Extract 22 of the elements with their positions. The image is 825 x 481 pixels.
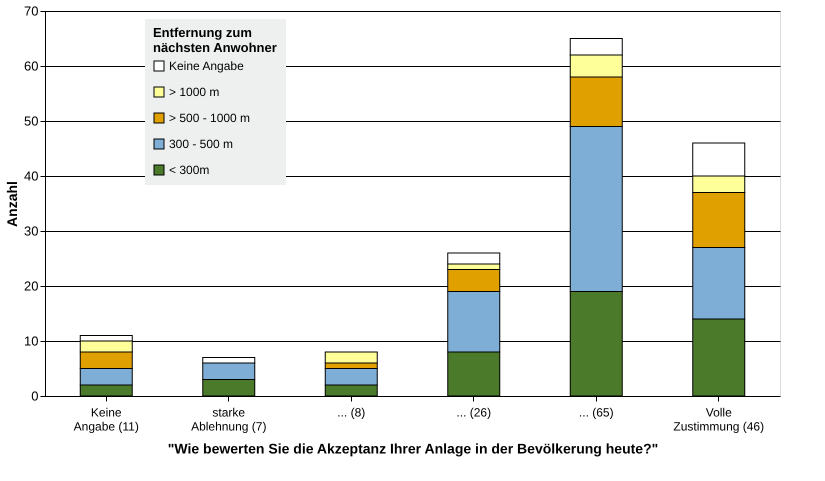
x-axis-title: "Wie bewerten Sie die Akzeptanz Ihrer Anlage in der Bevölkerung heute?" (168, 440, 658, 456)
y-axis-title: Anzahl (4, 181, 20, 227)
x-tick-label: ... (65) (578, 406, 614, 420)
y-tick-label: 30 (24, 224, 38, 238)
y-tick-label: 10 (24, 334, 38, 348)
legend-label: 300 - 500 m (169, 137, 234, 151)
y-tick-label: 20 (24, 278, 38, 294)
y-tick-label: 60 (24, 58, 38, 74)
legend-label: < 300m (169, 163, 210, 177)
legend-label: > 1000 m (169, 85, 220, 99)
x-tick-label: ... (8) (337, 406, 366, 420)
x-tick-label: starke Ablehnung (7) (191, 406, 266, 434)
y-tick-label: 0 (31, 388, 38, 404)
legend-label: Keine Angabe (169, 59, 244, 73)
x-tick-label: Keine Angabe (11) (74, 406, 139, 434)
y-tick-label: 70 (24, 4, 38, 18)
y-tick-label: 40 (24, 168, 38, 184)
legend-title: Entfernung zum nächsten Anwohner (153, 25, 277, 55)
x-tick-label: Volle Zustimmung (46) (673, 406, 764, 434)
y-tick-label: 50 (24, 114, 38, 128)
legend-label: > 500 - 1000 m (169, 111, 250, 125)
x-tick-label: ... (26) (456, 406, 492, 420)
